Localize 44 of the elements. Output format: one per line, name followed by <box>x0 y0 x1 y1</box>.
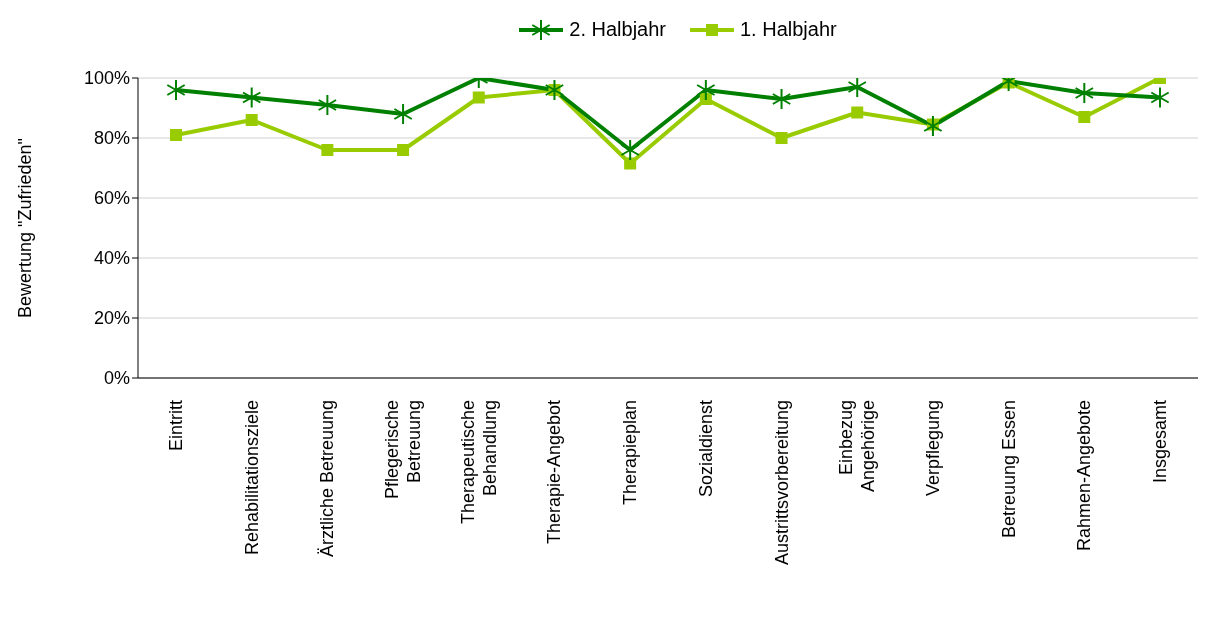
x-tick-label: Eintritt <box>166 400 186 452</box>
y-tick-label: 40% <box>93 248 130 269</box>
x-tick-label: Ärztliche Betreuung <box>317 400 338 558</box>
x-tick-label: Therapie-Angebot <box>544 400 565 545</box>
point <box>624 157 637 170</box>
y-tick-label: 80% <box>93 128 130 149</box>
point <box>397 144 410 156</box>
x-tick-label: Insgesamt <box>1150 400 1170 484</box>
y-tick-label: 100% <box>83 68 130 89</box>
legend-label: 1. Halbjahr <box>740 18 837 41</box>
legend-label: 2. Halbjahr <box>569 18 666 41</box>
y-axis-title: Bewertung "Zufrieden" <box>15 138 36 318</box>
point <box>170 129 182 141</box>
x-tick-label: Pflegerische Betreuung <box>382 400 425 500</box>
point <box>544 79 565 101</box>
point <box>245 114 258 126</box>
x-tick-label: Rehabilitationsziele <box>241 400 262 556</box>
point <box>775 132 788 144</box>
point <box>771 88 792 110</box>
point <box>241 86 262 109</box>
point <box>1074 82 1095 104</box>
y-tick-label: 60% <box>93 188 130 209</box>
x-tick-label: Rahmen-Angebote <box>1074 400 1095 552</box>
point <box>1078 111 1091 123</box>
y-tick-label: 20% <box>93 308 130 329</box>
point <box>1150 86 1170 109</box>
x-tick-label: Sozialdienst <box>695 400 716 498</box>
x-tick-label: Betreuung Essen <box>998 400 1019 539</box>
point <box>620 139 640 161</box>
point <box>923 115 943 137</box>
x-tick-label: Therapieplan <box>620 400 641 506</box>
point <box>166 79 186 101</box>
x-tick-label: Therapeutische Behandlung <box>457 400 500 525</box>
x-tick-label: Einbezug Angehörige <box>836 400 879 493</box>
point <box>472 91 485 104</box>
point <box>393 103 413 125</box>
x-tick-label: Verpflegung <box>922 400 943 497</box>
y-tick-label: 0% <box>103 368 130 389</box>
x-tick-label: Austrittsvorbereitung <box>771 400 792 566</box>
point <box>847 78 867 98</box>
point <box>317 94 338 116</box>
point <box>321 144 334 156</box>
point <box>696 79 716 101</box>
point <box>851 106 864 119</box>
